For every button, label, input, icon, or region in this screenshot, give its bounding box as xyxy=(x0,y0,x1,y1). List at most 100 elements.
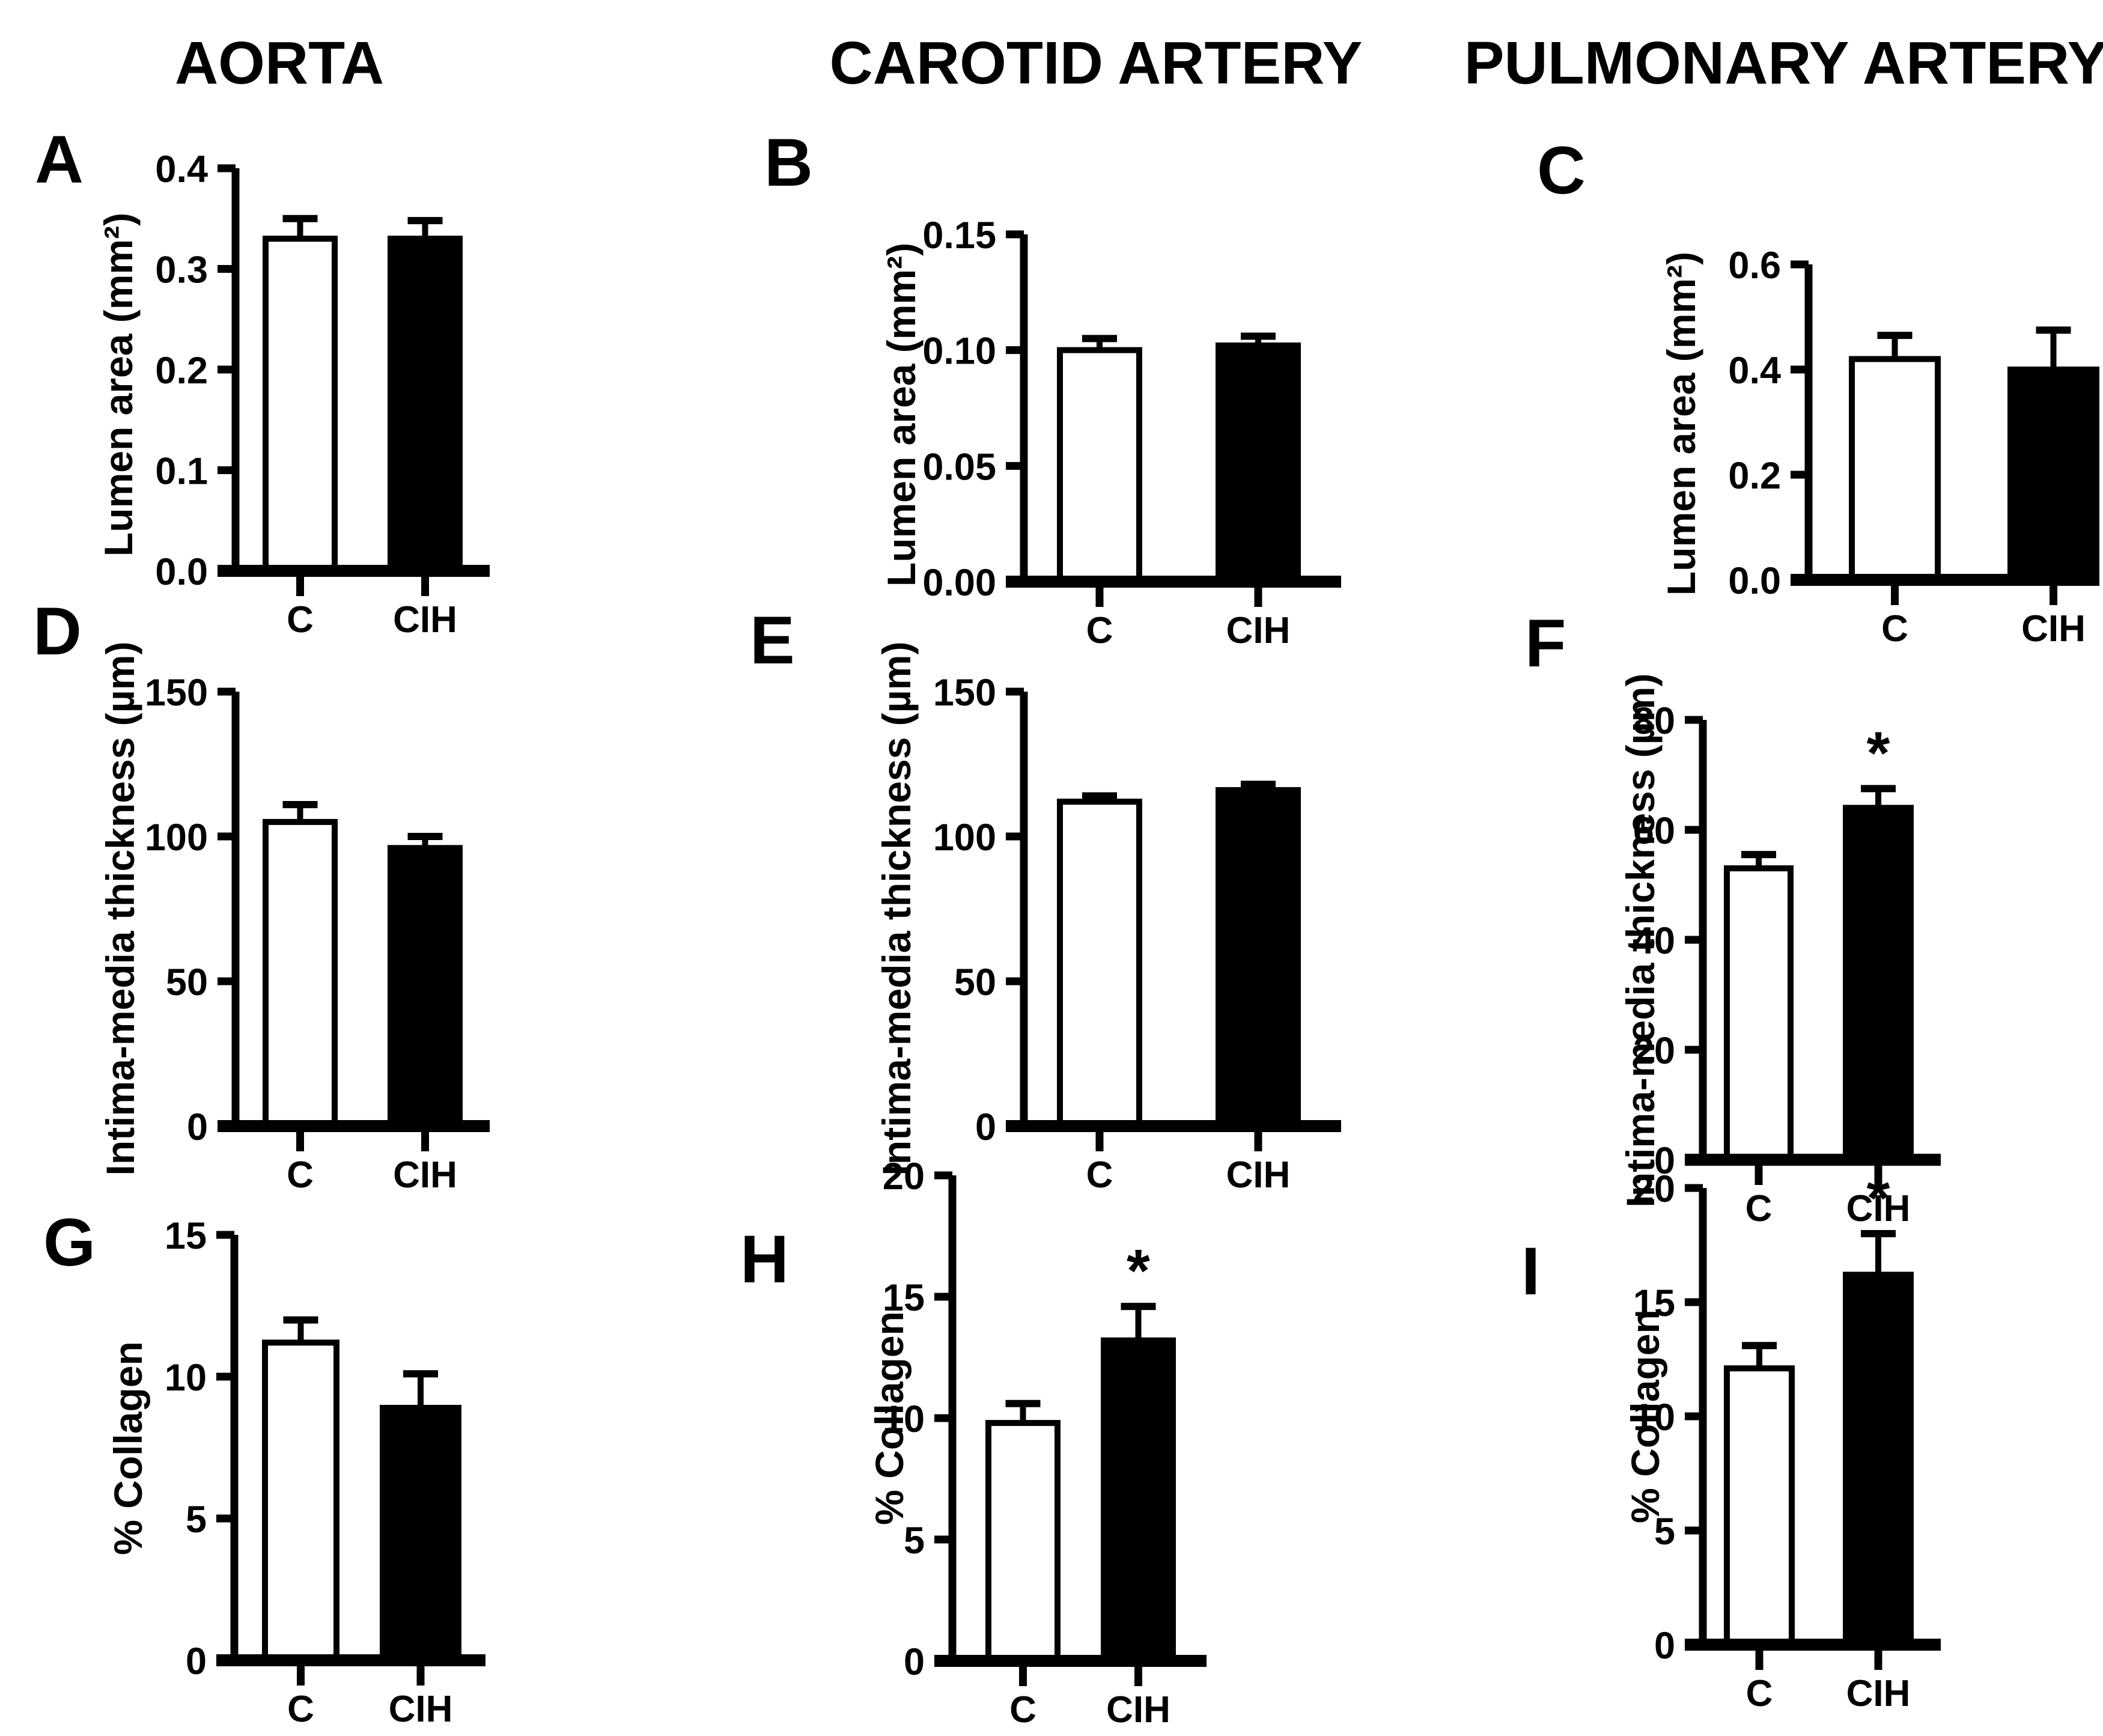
column-title-pulmonary-artery: PULMONARY ARTERY xyxy=(1464,29,2103,97)
panel-D-y-tick-label-0: 0 xyxy=(187,1106,208,1148)
panel-D-chart: 0 50 100 150 C CIH xyxy=(145,672,490,1196)
panel-E-y-tick-label-100: 100 xyxy=(933,817,996,859)
panel-C-category-label-CIH: CIH xyxy=(2021,608,2086,650)
panel-E-y-tick-label-0: 0 xyxy=(975,1106,996,1148)
panel-E-bar-C xyxy=(1057,799,1142,1130)
panel-A-bar-CIH xyxy=(388,236,463,574)
panel-I-category-label-C: C xyxy=(1746,1673,1773,1714)
panel-B-y-tick-label-0.05: 0.05 xyxy=(922,446,996,488)
panel-C-bar-CIH xyxy=(2007,367,2099,583)
panel-I-y-tick-label-0: 0 xyxy=(1654,1625,1675,1667)
panel-A-category-label-CIH: CIH xyxy=(393,599,457,641)
panel-F-bar-CIH xyxy=(1843,805,1914,1163)
panel-F-y-tick-label-40: 40 xyxy=(1633,920,1675,962)
panel-F-category-label-C: C xyxy=(1745,1188,1773,1229)
panel-D-category-label-C: C xyxy=(287,1154,314,1196)
panel-H-category-label-C: C xyxy=(1009,1689,1036,1731)
panel-F-y-tick-label-20: 20 xyxy=(1633,1030,1675,1072)
panel-B-chart: 0.00 0.05 0.10 0.15 C CIH xyxy=(922,215,1341,651)
panel-C-y-tick-label-0.6: 0.6 xyxy=(1728,245,1781,287)
panel-A-y-tick-label-0.2: 0.2 xyxy=(155,350,208,392)
panel-I-bar-CIH xyxy=(1843,1272,1914,1648)
panel-C-y-tick-label-0.2: 0.2 xyxy=(1728,455,1781,497)
panel-letter-F: F xyxy=(1525,606,1566,681)
panel-E-y-tick-label-50: 50 xyxy=(954,961,996,1004)
panel-C-y-tick-label-0.4: 0.4 xyxy=(1728,350,1781,392)
panel-B-bar-CIH xyxy=(1216,342,1301,585)
panel-letter-A: A xyxy=(35,122,84,197)
panel-B-y-tick-label-0.00: 0.00 xyxy=(922,562,996,604)
panel-B-category-label-CIH: CIH xyxy=(1226,610,1291,651)
panel-letter-G: G xyxy=(43,1205,96,1280)
panel-G-y-tick-label-15: 15 xyxy=(165,1215,207,1257)
panel-F-y-tick-label-0: 0 xyxy=(1654,1140,1675,1182)
panel-B-category-label-C: C xyxy=(1086,610,1113,651)
panel-B-y-tick-label-0.15: 0.15 xyxy=(922,215,996,257)
panel-H-chart: 0 5 10 15 20 C CIH * xyxy=(883,1156,1207,1731)
panel-D-bar-CIH xyxy=(388,845,463,1130)
panel-D-y-tick-label-50: 50 xyxy=(166,961,208,1004)
panel-B-bar-C xyxy=(1057,347,1142,585)
panel-A-category-label-C: C xyxy=(287,599,314,641)
panel-E-category-label-C: C xyxy=(1086,1154,1113,1196)
panel-A-y-tick-label-0.4: 0.4 xyxy=(155,148,208,190)
panel-C-bar-C xyxy=(1849,356,1941,583)
panel-H-y-tick-label-20: 20 xyxy=(883,1156,925,1198)
panel-I-y-tick-label-15: 15 xyxy=(1633,1282,1675,1324)
panel-I-y-tick-label-5: 5 xyxy=(1654,1511,1675,1553)
panel-G-y-tick-label-5: 5 xyxy=(186,1499,207,1541)
panel-H-category-label-CIH: CIH xyxy=(1106,1689,1170,1731)
panel-letter-E: E xyxy=(750,603,795,678)
column-title-aorta: AORTA xyxy=(174,29,385,97)
panel-G-category-label-C: C xyxy=(287,1689,314,1730)
panel-letter-C: C xyxy=(1537,133,1586,208)
panel-I-y-tick-label-10: 10 xyxy=(1633,1396,1675,1439)
panel-I-significance-asterisk: * xyxy=(1867,1165,1890,1232)
panel-G-category-label-CIH: CIH xyxy=(389,1689,453,1730)
panel-letter-H: H xyxy=(740,1222,789,1297)
panel-F-significance-asterisk: * xyxy=(1867,719,1890,787)
panel-F-y-tick-label-80: 80 xyxy=(1633,700,1675,742)
panel-letter-D: D xyxy=(33,594,82,669)
panel-C-chart: 0.0 0.2 0.4 0.6 C CIH xyxy=(1728,245,2099,650)
panel-C-category-label-C: C xyxy=(1881,608,1908,650)
panel-E-category-label-CIH: CIH xyxy=(1226,1154,1291,1196)
panel-E-y-tick-label-150: 150 xyxy=(933,672,996,714)
panel-I-bar-C xyxy=(1724,1365,1795,1648)
panel-F-y-tick-label-60: 60 xyxy=(1633,810,1675,852)
panel-E-chart: 0 50 100 150 C CIH xyxy=(933,672,1341,1196)
panel-H-y-tick-label-15: 15 xyxy=(883,1277,925,1319)
panel-H-y-tick-label-0: 0 xyxy=(904,1641,925,1683)
panel-E-bar-CIH xyxy=(1216,787,1301,1129)
panel-letter-B: B xyxy=(764,125,813,200)
panel-letter-I: I xyxy=(1521,1234,1541,1309)
panel-A-bar-C xyxy=(263,236,338,574)
column-title-carotid-artery: CAROTID ARTERY xyxy=(829,29,1363,97)
panel-H-y-tick-label-5: 5 xyxy=(904,1520,925,1562)
panel-H-bar-CIH xyxy=(1101,1337,1176,1664)
panel-G-chart: 0 5 10 15 C CIH xyxy=(165,1215,485,1730)
panel-A-chart: 0.0 0.1 0.2 0.3 0.4 C CIH xyxy=(155,148,490,641)
panel-A-y-tick-label-0.1: 0.1 xyxy=(155,451,208,493)
panel-B-y-tick-label-0.10: 0.10 xyxy=(922,330,996,373)
panel-G-bar-CIH xyxy=(380,1404,461,1663)
panel-D-y-tick-label-100: 100 xyxy=(145,817,208,859)
panel-F-bar-C xyxy=(1724,865,1794,1163)
panel-G-y-tick-label-10: 10 xyxy=(165,1357,207,1399)
panel-G-bar-C xyxy=(262,1339,339,1664)
panel-F-category-label-CIH: CIH xyxy=(1846,1188,1911,1229)
panel-H-significance-asterisk: * xyxy=(1127,1237,1150,1305)
panel-D-category-label-CIH: CIH xyxy=(393,1154,457,1196)
panel-I-category-label-CIH: CIH xyxy=(1846,1673,1911,1714)
panel-D-bar-C xyxy=(263,818,338,1130)
panel-A-y-tick-label-0.3: 0.3 xyxy=(155,249,208,291)
panel-G-y-tick-label-0: 0 xyxy=(186,1640,207,1683)
panel-I-y-tick-label-20: 20 xyxy=(1633,1168,1675,1210)
panel-C-y-tick-label-0.0: 0.0 xyxy=(1728,560,1781,602)
panel-A-y-tick-label-0.0: 0.0 xyxy=(155,551,208,593)
panel-H-bar-C xyxy=(985,1420,1061,1664)
panel-H-y-tick-label-10: 10 xyxy=(883,1398,925,1440)
